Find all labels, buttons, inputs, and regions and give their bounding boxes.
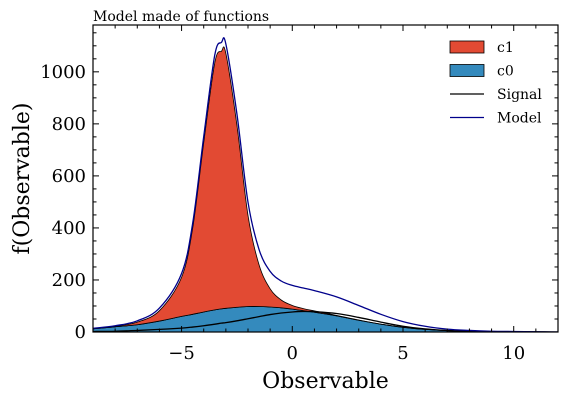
line-signal: [93, 310, 558, 332]
legend-label-c1: c1: [497, 40, 514, 56]
y-axis-label: f(Observable): [10, 103, 35, 255]
line-model: [93, 37, 558, 332]
y-tick-label: 0: [75, 322, 86, 343]
x-tick-label: −5: [168, 343, 195, 364]
y-tick-label: 1000: [40, 62, 86, 83]
legend-swatch-c1: [449, 40, 485, 54]
x-tick-label: 0: [287, 343, 298, 364]
plot-frame: [92, 24, 559, 333]
y-tick-label: 200: [52, 270, 86, 291]
legend-swatch-c0: [449, 64, 485, 77]
y-tick-label: 400: [52, 218, 86, 239]
legend-label-model: Model: [497, 111, 542, 127]
x-tick-label: 10: [502, 343, 525, 364]
x-axis-label: Observable: [262, 369, 389, 394]
chart-title: Model made of functions: [93, 9, 269, 25]
y-tick-label: 600: [52, 166, 86, 187]
legend-label-signal: Signal: [497, 87, 542, 103]
x-tick-label: 5: [397, 343, 408, 364]
y-tick-label: 800: [52, 114, 86, 135]
legend: c1 c0 Signal Model: [449, 40, 542, 127]
area-c1: [93, 46, 558, 332]
legend-label-c0: c0: [497, 64, 514, 80]
